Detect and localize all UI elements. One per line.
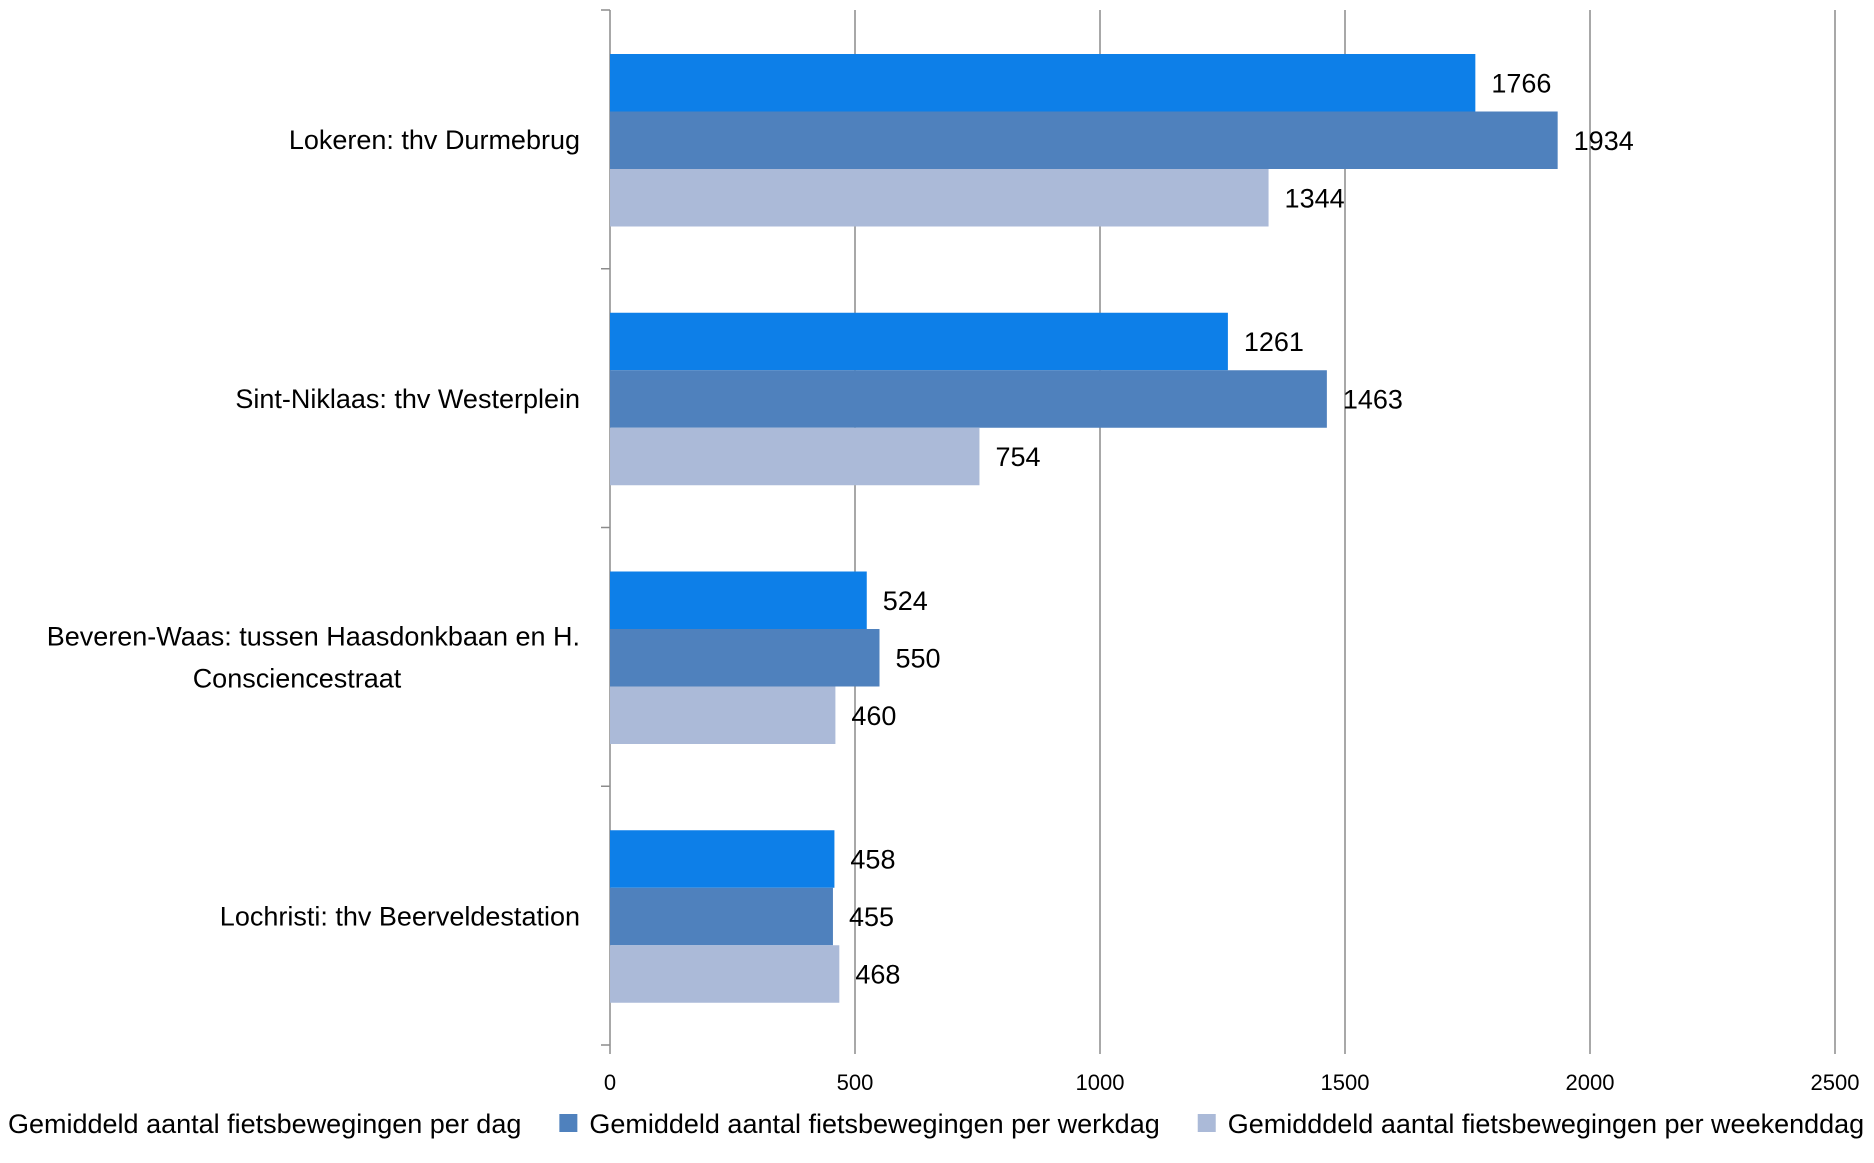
legend-label: Gemidddeld aantal fietsbewegingen per we… xyxy=(1228,1109,1864,1139)
legend-item: Gemiddeld aantal fietsbewegingen per dag xyxy=(8,1109,521,1139)
x-tick-label: 1500 xyxy=(1321,1070,1370,1095)
data-label: 1261 xyxy=(1244,327,1304,357)
legend-item: Gemiddeld aantal fietsbewegingen per wer… xyxy=(559,1109,1160,1139)
legend-label: Gemiddeld aantal fietsbewegingen per dag xyxy=(8,1109,521,1139)
x-tick-label: 500 xyxy=(837,1070,874,1095)
y-tick-label: Sint-Niklaas: thv Westerplein xyxy=(235,384,580,414)
bar xyxy=(610,370,1327,428)
bar xyxy=(610,629,880,687)
bar xyxy=(610,887,833,946)
data-label: 524 xyxy=(883,586,928,616)
bar xyxy=(610,312,1228,371)
data-label: 1463 xyxy=(1343,385,1403,415)
bar xyxy=(610,571,867,629)
legend-swatch xyxy=(1197,1114,1216,1132)
data-label: 1344 xyxy=(1285,183,1345,213)
data-label: 468 xyxy=(855,960,900,990)
data-label: 550 xyxy=(896,643,941,673)
data-label: 1766 xyxy=(1491,68,1551,98)
legend-swatch xyxy=(559,1114,578,1132)
bar xyxy=(610,427,980,486)
data-label: 754 xyxy=(995,442,1040,472)
y-tick-label: Beveren-Waas: tussen Haasdonkbaan en H. xyxy=(47,622,580,652)
data-label: 460 xyxy=(851,701,896,731)
data-label: 458 xyxy=(850,845,895,875)
x-tick-label: 2000 xyxy=(1566,1070,1615,1095)
bar xyxy=(610,686,836,744)
x-tick-label: 0 xyxy=(604,1070,616,1095)
bar xyxy=(610,830,835,888)
bar xyxy=(610,111,1558,169)
x-tick-label: 2500 xyxy=(1811,1070,1860,1095)
data-label: 1934 xyxy=(1574,126,1634,156)
bar xyxy=(610,169,1269,227)
y-tick-label: Consciencestraat xyxy=(193,664,402,694)
y-tick-label: Lochristi: thv Beerveldestation xyxy=(220,901,580,931)
legend-label: Gemiddeld aantal fietsbewegingen per wer… xyxy=(589,1109,1159,1139)
legend-item: Gemidddeld aantal fietsbewegingen per we… xyxy=(1197,1109,1864,1139)
data-label: 455 xyxy=(849,902,894,932)
bar xyxy=(610,945,840,1003)
y-tick-label: Lokeren: thv Durmebrug xyxy=(289,125,580,155)
x-tick-label: 1000 xyxy=(1076,1070,1125,1095)
bar xyxy=(610,54,1476,112)
